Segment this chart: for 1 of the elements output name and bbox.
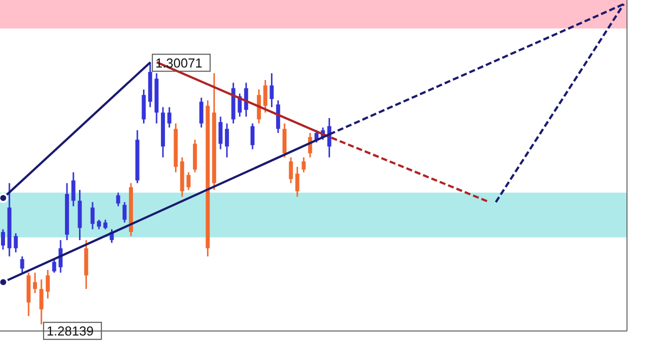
- annotation: 1.30071: [155, 55, 202, 70]
